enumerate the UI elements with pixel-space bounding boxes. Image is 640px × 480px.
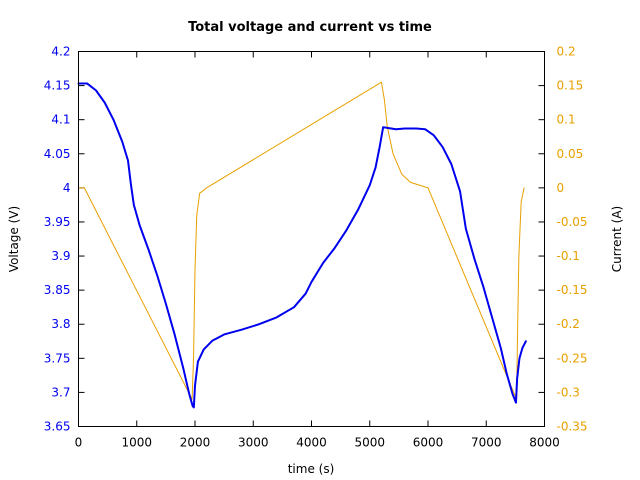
x-tick-label: 0 xyxy=(75,436,83,450)
x-tick-label: 5000 xyxy=(354,436,385,450)
y-right-tick-label: -0.25 xyxy=(557,351,588,365)
y-left-tick-label: 3.7 xyxy=(51,385,70,399)
y-right-tick-label: -0.2 xyxy=(557,317,580,331)
chart-title: Total voltage and current vs time xyxy=(188,20,432,35)
x-tick-label: 7000 xyxy=(471,436,502,450)
voltage-series-line xyxy=(77,82,527,409)
y-left-tick-label: 4 xyxy=(63,181,71,195)
ticks-layer: 0 1000 2000 3000 4000 5000 6000 7000 8000 3.65 3.7… xyxy=(44,45,588,450)
y-left-tick-label: 3.95 xyxy=(44,215,71,229)
y-left-tick-label: 3.8 xyxy=(51,317,70,331)
x-tick-label: 4000 xyxy=(296,436,327,450)
y-left-tick-label: 3.75 xyxy=(44,351,71,365)
y-left-tick-label: 3.85 xyxy=(44,283,71,297)
y-right-tick-label: 0 xyxy=(557,181,565,195)
y-right-tick-label: -0.15 xyxy=(557,283,588,297)
y-left-tick-label: 4.1 xyxy=(51,113,70,127)
y-left-tick-label: 4.05 xyxy=(44,147,71,161)
plot-frame xyxy=(78,51,545,427)
x-tick-label: 8000 xyxy=(529,436,560,450)
y-axis-label-right: Current (A) xyxy=(610,206,624,272)
y-left-tick-label: 4.2 xyxy=(51,45,70,59)
x-axis-label: time (s) xyxy=(288,462,335,476)
y-right-tick-label: 0.1 xyxy=(557,113,576,127)
y-right-tick-label: 0.2 xyxy=(557,45,576,59)
x-tick-label: 3000 xyxy=(238,436,269,450)
y-axis-label-left: Voltage (V) xyxy=(7,206,21,272)
y-right-tick-label: -0.35 xyxy=(557,420,588,434)
y-right-tick-label: 0.05 xyxy=(557,147,584,161)
y-right-tick-label: -0.05 xyxy=(557,215,588,229)
x-tick-label: 1000 xyxy=(121,436,152,450)
y-right-tick-label: -0.3 xyxy=(557,385,580,399)
x-tick-label: 2000 xyxy=(180,436,211,450)
x-tick-label: 6000 xyxy=(413,436,444,450)
y-left-tick-label: 4.15 xyxy=(44,79,71,93)
current-series-line xyxy=(78,81,525,400)
y-left-tick-label: 3.9 xyxy=(51,249,70,263)
y-left-tick-label: 3.65 xyxy=(44,420,71,434)
y-right-tick-label: -0.1 xyxy=(557,249,580,263)
y-right-tick-label: 0.15 xyxy=(557,79,584,93)
series-layer xyxy=(77,81,527,409)
